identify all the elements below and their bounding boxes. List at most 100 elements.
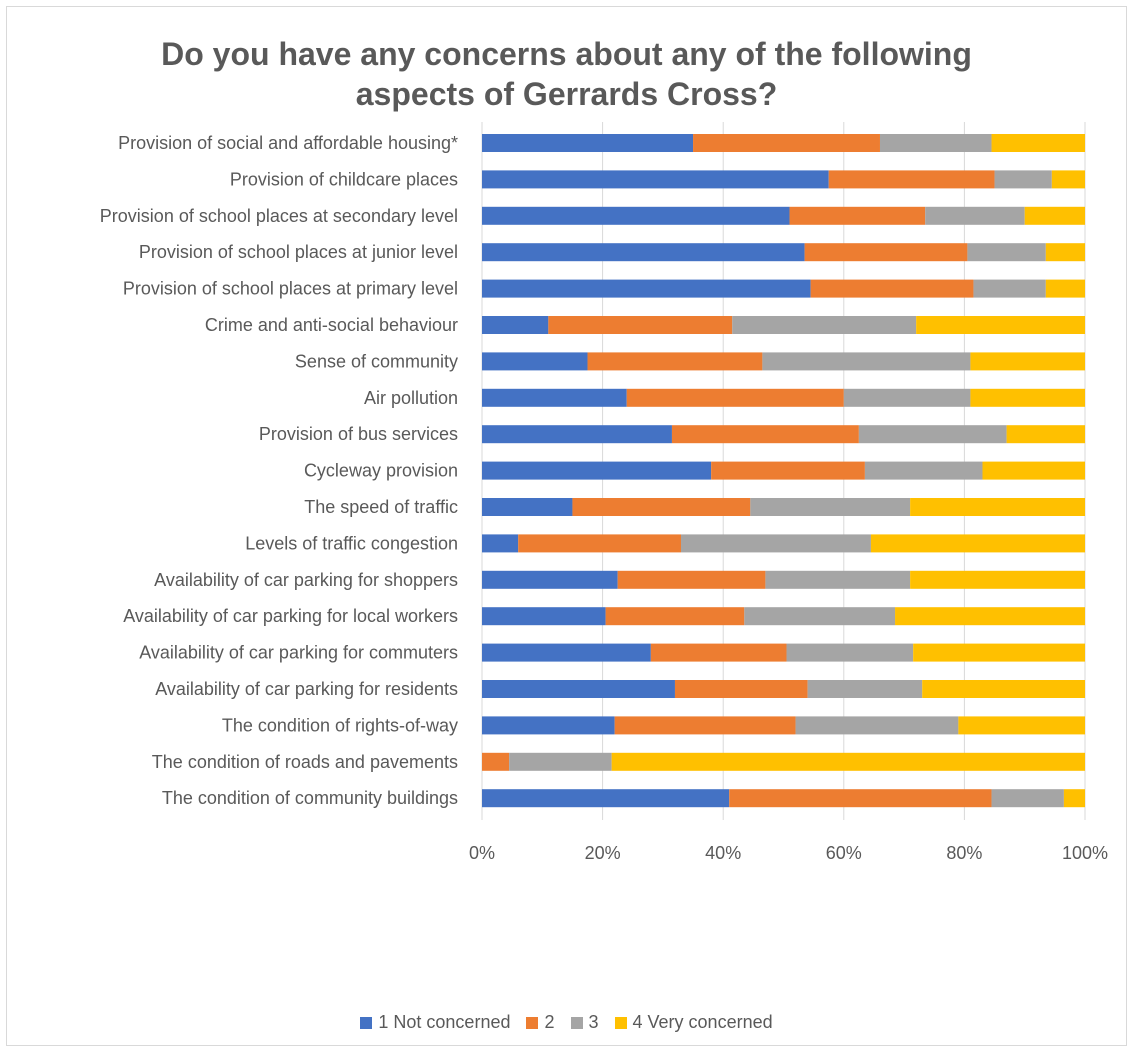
bar-segment-series-1 (482, 570, 618, 589)
chart-title-line-1: Do you have any concerns about any of th… (161, 36, 972, 72)
bar-segment-series-3 (879, 134, 992, 152)
bar-segment-series-1 (482, 352, 588, 371)
bar-segment-series-3 (762, 352, 971, 371)
bar-segment-series-4 (991, 134, 1085, 152)
bar-segment-series-4 (916, 316, 1085, 334)
category-label: Provision of school places at junior lev… (139, 242, 458, 262)
x-tick-label: 40% (705, 843, 741, 863)
bar-segment-series-3 (973, 279, 1046, 298)
category-label: Provision of school places at secondary … (100, 206, 458, 226)
bar-segment-series-3 (795, 716, 959, 735)
bar-segment-series-4 (1045, 279, 1085, 298)
bar-segment-series-2 (711, 461, 865, 480)
bar-segment-series-1 (482, 498, 573, 516)
bar-segment-series-2 (650, 643, 787, 662)
bar-segment-series-1 (482, 425, 672, 444)
bar-segment-series-2 (810, 279, 974, 298)
bar-segment-series-4 (910, 570, 1085, 589)
bar-segment-series-1 (482, 716, 615, 735)
category-label: Levels of traffic congestion (245, 533, 458, 553)
category-label: Crime and anti-social behaviour (205, 315, 458, 335)
legend-label: 3 (588, 1012, 599, 1032)
bar-segment-series-2 (693, 134, 880, 152)
bar-segment-series-1 (482, 279, 811, 298)
x-tick-label: 80% (946, 843, 982, 863)
bar-segment-series-4 (913, 643, 1085, 662)
bar-segment-series-1 (482, 388, 627, 407)
legend-item: 3 (570, 1012, 599, 1033)
category-label: Provision of school places at primary le… (123, 279, 458, 299)
category-label: Provision of social and affordable housi… (118, 133, 458, 153)
bar-segment-series-3 (843, 388, 971, 407)
legend-label: 4 Very concerned (632, 1012, 773, 1032)
bar-segment-series-2 (587, 352, 763, 371)
bar-segment-series-3 (680, 534, 871, 553)
category-label: Availability of car parking for resident… (155, 679, 458, 699)
bar-segment-series-4 (970, 352, 1085, 371)
legend-label: 2 (544, 1012, 555, 1032)
bar-segment-series-3 (864, 461, 983, 480)
bar-segment-series-3 (925, 206, 1025, 225)
x-tick-label: 20% (585, 843, 621, 863)
bar-segment-series-2 (572, 498, 751, 516)
x-tick-label: 0% (469, 843, 495, 863)
category-label: Provision of bus services (259, 424, 458, 444)
bar-segment-series-1 (482, 170, 829, 189)
bar-segment-series-4 (1051, 170, 1085, 189)
bar-segment-series-3 (732, 316, 917, 334)
bar-segment-series-3 (967, 243, 1046, 262)
bar-segment-series-1 (482, 243, 805, 262)
category-label: Sense of community (295, 351, 458, 371)
bar-segment-series-4 (1063, 789, 1085, 808)
x-tick-label: 60% (826, 843, 862, 863)
legend-swatch (570, 1016, 583, 1029)
bar-segment-series-2 (617, 570, 766, 589)
chart-legend: 1 Not concerned 2 3 4 Very concerned (0, 1012, 1133, 1033)
bar-segment-series-3 (991, 789, 1064, 808)
category-label: Air pollution (364, 388, 458, 408)
bar-segment-series-2 (518, 534, 681, 553)
legend-label: 1 Not concerned (378, 1012, 511, 1032)
bar-segment-series-3 (807, 680, 923, 698)
bar-segment-series-1 (482, 789, 730, 808)
legend-item: 2 (526, 1012, 555, 1033)
category-label: The condition of community buildings (162, 788, 458, 808)
bar-segment-series-2 (614, 716, 796, 735)
bar-segment-series-4 (1006, 425, 1085, 444)
bar-segment-series-2 (605, 607, 745, 626)
bar-segment-series-2 (482, 752, 510, 771)
bar-segment-series-2 (804, 243, 968, 262)
bar-segment-series-4 (1024, 206, 1085, 225)
legend-item: 4 Very concerned (614, 1012, 773, 1033)
bar-segment-series-4 (922, 680, 1085, 698)
bar-segment-series-4 (895, 607, 1085, 626)
bar-segment-series-3 (750, 498, 911, 516)
legend-item: 1 Not concerned (360, 1012, 510, 1033)
bar-segment-series-2 (828, 170, 995, 189)
category-label: Provision of childcare places (230, 169, 458, 189)
bar-segment-series-3 (509, 752, 612, 771)
bar-segment-series-4 (611, 752, 1085, 771)
bar-segment-series-3 (744, 607, 896, 626)
chart-title-line-2: aspects of Gerrards Cross? (355, 76, 778, 112)
bar-segment-series-4 (958, 716, 1085, 735)
bar-segment-series-1 (482, 643, 651, 662)
category-label: The condition of rights-of-way (222, 715, 458, 735)
bar-segment-series-1 (482, 316, 549, 334)
legend-swatch (526, 1016, 539, 1029)
bar-segment-series-3 (786, 643, 914, 662)
legend-swatch (614, 1016, 627, 1029)
bar-segment-series-4 (910, 498, 1085, 516)
category-label: Availability of car parking for commuter… (139, 643, 458, 663)
bar-segment-series-1 (482, 607, 606, 626)
bar-segment-series-4 (982, 461, 1085, 480)
bar-segment-series-1 (482, 206, 790, 225)
bar-segment-series-2 (729, 789, 992, 808)
category-label: The speed of traffic (304, 497, 458, 517)
chart-title: Do you have any concerns about any of th… (0, 34, 1133, 114)
bar-segment-series-3 (858, 425, 1007, 444)
bar-segment-series-1 (482, 134, 694, 152)
bar-segment-series-1 (482, 680, 675, 698)
bar-segment-series-2 (626, 388, 844, 407)
